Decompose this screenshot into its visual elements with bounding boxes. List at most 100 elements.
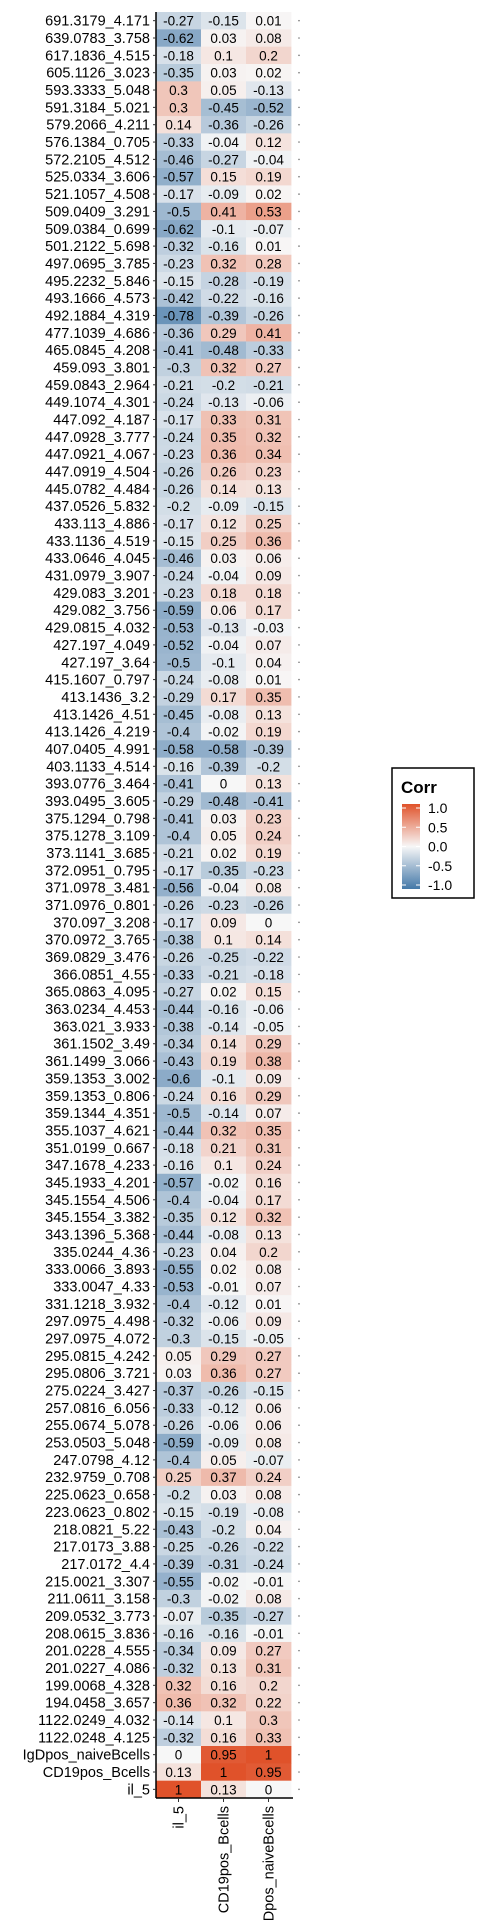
heatmap-cell [246,757,292,776]
cell-value: -0.78 [163,308,194,323]
row-tick-dot [298,557,300,560]
row-tick-dot [298,453,300,455]
cell-value: -0.48 [208,794,239,809]
cell-value: -0.37 [163,1384,194,1399]
heatmap-cell [156,185,202,204]
row-tick-dot [298,1649,300,1652]
cell-value: 0.29 [255,1089,281,1104]
cell-value: 0.33 [210,412,236,427]
cell-value: -0.56 [163,881,194,896]
heatmap-cell [156,618,202,637]
cell-value: -0.23 [208,898,239,913]
row-label: 393.0495_3.605 [45,794,150,810]
row-label: 199.0068_4.328 [45,1678,150,1694]
row-label: 572.2105_4.512 [45,152,150,168]
row-tick-dot [298,1164,300,1166]
heatmap-cell [201,532,247,550]
row-label: 617.1836_4.515 [45,48,150,64]
cell-value: -0.05 [253,1019,284,1034]
cell-value: -0.36 [208,118,239,133]
row-tick-dot [298,210,300,213]
heatmap-cell [246,1711,292,1730]
heatmap-cell [246,1035,292,1053]
cell-value: -0.19 [253,274,284,289]
cell-value: -0.32 [163,1314,194,1329]
heatmap-cell [201,1017,247,1036]
cell-value: -0.4 [167,1297,191,1312]
heatmap-cell [156,1659,202,1678]
heatmap-cell [156,1052,202,1071]
heatmap-cell [156,1191,202,1209]
cell-value: -0.32 [163,1730,194,1745]
heatmap-cell [201,688,247,706]
row-label: 335.0244_4.36 [53,1245,150,1261]
heatmap-cell [201,670,247,689]
cell-value: 0.1 [214,1713,233,1728]
heatmap-cell [156,1156,202,1175]
cell-value: 0.04 [210,1245,237,1260]
cell-value: 0.02 [210,1262,236,1277]
cell-value: -0.17 [163,187,194,202]
row-tick-dot [298,661,300,664]
cell-value: -0.53 [163,1279,194,1294]
cell-value: -0.26 [253,118,284,133]
row-tick-dot [298,1771,300,1773]
heatmap-cell [201,1139,247,1157]
cell-value: -0.32 [163,239,194,254]
heatmap-cell [201,1503,247,1521]
heatmap-cell [201,1693,247,1712]
heatmap-cell [201,150,247,169]
row-label: 370.0972_3.765 [45,933,150,949]
heatmap-cell [246,1659,292,1678]
heatmap-cell [201,1364,247,1383]
row-tick-dot [298,1129,300,1132]
cell-value: -0.17 [163,915,194,930]
row-label: 361.1502_3.49 [53,1037,150,1053]
heatmap-cell [246,168,292,186]
heatmap-cell [201,98,247,117]
row-tick-dot [298,314,300,317]
heatmap-cell [201,757,247,776]
row-tick-dot [298,1251,300,1253]
heatmap-cell [156,64,202,82]
row-label: 447.0919_4.504 [45,465,150,481]
cell-value: -0.5 [167,655,190,670]
row-label: 509.0409_3.291 [45,204,150,220]
heatmap-cell [201,1243,247,1261]
cell-value: -0.08 [208,707,239,722]
cell-value: -0.45 [208,100,239,115]
row-tick-dot [298,1719,300,1721]
row-label: 431.0979_3.907 [45,569,150,585]
row-label: 437.0526_5.832 [45,499,150,515]
cell-value: -0.06 [253,1002,284,1017]
heatmap-cell [201,965,247,984]
heatmap-cell [201,1121,247,1140]
row-label: 345.1554_4.506 [45,1193,150,1209]
heatmap-cell [156,445,202,464]
heatmap-cell [246,514,292,533]
heatmap-cell [201,1347,247,1365]
cell-value: 0.19 [255,725,281,740]
cell-value: 0.32 [210,256,236,271]
cell-value: 0.3 [169,100,188,115]
cell-value: 0.08 [255,1436,281,1451]
row-tick-dot [298,834,300,837]
heatmap-cell [201,237,247,256]
row-label: 372.0951_0.795 [45,863,150,879]
cell-value: -0.35 [208,1609,239,1624]
cell-value: 0.31 [255,1141,281,1156]
heatmap-cell [156,1225,202,1244]
cell-value: 0.16 [210,1089,236,1104]
heatmap-cell [246,1017,292,1036]
row-tick-dot [298,696,300,698]
heatmap-cell [201,1381,247,1400]
row-label: 477.1039_4.686 [45,326,150,342]
heatmap-cell [156,133,202,152]
cell-value: 0.18 [210,586,236,601]
heatmap-cell [246,237,292,256]
heatmap-cell [246,150,292,169]
row-tick-dot [298,886,300,889]
row-tick-dot [298,956,300,958]
cell-value: -0.1 [212,655,235,670]
cell-value: 0.09 [255,1314,281,1329]
